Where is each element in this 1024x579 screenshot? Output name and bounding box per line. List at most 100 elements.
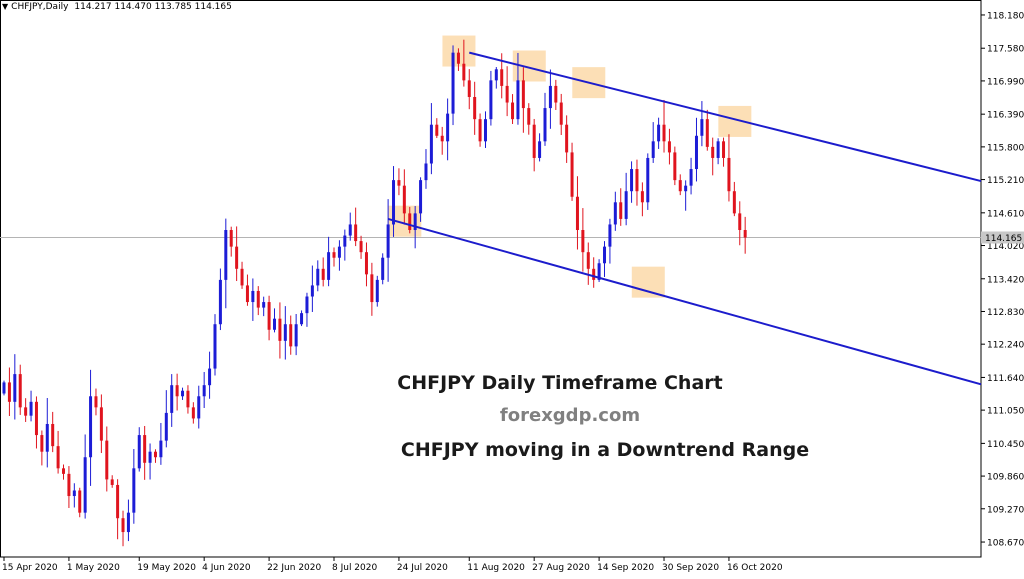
candle-body: [473, 96, 477, 120]
candle-body: [521, 80, 525, 109]
candle-body: [511, 102, 515, 120]
candle-body: [235, 246, 239, 269]
price-tick-label: 118.180: [987, 11, 1024, 21]
candle-body: [67, 473, 71, 497]
candle-body: [451, 52, 455, 114]
candle-body: [278, 318, 282, 341]
candle-body: [327, 252, 331, 280]
candle-body: [689, 169, 693, 186]
candle-body: [294, 324, 298, 347]
symbol-dropdown-icon[interactable]: ▼: [2, 2, 9, 11]
candle-body: [359, 241, 363, 253]
candle-body: [500, 69, 504, 86]
candle-body: [202, 385, 206, 397]
candle-body: [83, 457, 87, 513]
candle-body: [489, 80, 493, 120]
time-tick-label: 15 Apr 2020: [2, 563, 58, 573]
candle-body: [240, 268, 244, 286]
candle-body: [603, 246, 607, 264]
candle-body: [575, 196, 579, 231]
candle-body: [673, 152, 677, 181]
candle-body: [554, 85, 558, 103]
candle-body: [646, 157, 650, 203]
time-tick-label: 16 Oct 2020: [727, 563, 783, 573]
candle-body: [13, 374, 17, 402]
candle-body: [34, 401, 38, 436]
price-tick-label: 111.050: [987, 407, 1024, 417]
candle-body: [635, 169, 639, 192]
candle-body: [727, 157, 731, 192]
symbol-label: CHFJPY,Daily: [11, 2, 69, 12]
candle-body: [2, 382, 6, 394]
candle-body: [381, 257, 385, 280]
candle-body: [532, 124, 536, 158]
candle-body: [559, 102, 563, 125]
candle-body: [132, 468, 136, 513]
candle-body: [110, 479, 114, 485]
symbol-info-bar: ▼ CHFJPY,Daily 114.217 114.470 113.785 114…: [2, 2, 232, 12]
candle-body: [651, 141, 655, 158]
candle-body: [153, 451, 157, 458]
price-tick-label: 116.390: [987, 111, 1024, 121]
price-tick-label: 111.640: [987, 374, 1024, 384]
candle-body: [516, 80, 520, 120]
candle-body: [402, 185, 406, 214]
candle-body: [705, 119, 709, 147]
candle-body: [148, 451, 152, 463]
candle-body: [56, 446, 60, 469]
candle-body: [164, 412, 168, 441]
candle-body: [716, 141, 720, 158]
price-tick-label: 115.800: [987, 143, 1024, 153]
candle-body: [89, 396, 93, 458]
price-tick-label: 115.210: [987, 176, 1024, 186]
candle-body: [316, 268, 320, 286]
candle-body: [370, 274, 374, 303]
candle-body: [121, 518, 125, 533]
time-tick-label: 24 Jul 2020: [397, 563, 448, 573]
candle-body: [738, 213, 742, 231]
candle-body: [505, 85, 509, 103]
candle-body: [364, 252, 368, 275]
ohlc-values: 114.217 114.470 113.785 114.165: [74, 2, 232, 12]
candle-body: [332, 252, 336, 258]
candle-body: [51, 423, 55, 447]
candle-body: [570, 152, 574, 197]
candle-body: [694, 135, 698, 170]
candle-body: [732, 191, 736, 214]
candle-body: [700, 119, 704, 136]
candle-body: [116, 484, 120, 519]
candle-body: [494, 69, 498, 81]
candle-body: [608, 224, 612, 247]
candle-body: [538, 141, 542, 158]
candle-body: [619, 202, 623, 219]
candle-body: [62, 468, 66, 474]
price-tick-label: 114.020: [987, 242, 1024, 252]
candle-body: [624, 191, 628, 219]
time-tick-label: 4 Jun 2020: [202, 563, 251, 573]
candle-body: [375, 279, 379, 303]
candle-body: [462, 63, 466, 81]
candle-body: [126, 512, 130, 533]
current-price-tag: [981, 231, 1024, 244]
candle-body: [7, 382, 11, 402]
price-tick-label: 117.580: [987, 45, 1024, 55]
candle-body: [456, 52, 460, 64]
candle-body: [343, 235, 347, 247]
candle-body: [159, 440, 163, 458]
price-tick-label: 112.830: [987, 308, 1024, 318]
candle-body: [94, 396, 98, 408]
candle-body: [413, 213, 417, 231]
candle-body: [175, 385, 179, 397]
candle-body: [548, 85, 552, 109]
lower-trendline: [387, 217, 982, 386]
candle-body: [467, 80, 471, 97]
candle-body: [397, 180, 401, 186]
candle-body: [678, 180, 682, 192]
candle-body: [99, 407, 103, 441]
candle-body: [229, 230, 233, 247]
candle-body: [143, 435, 147, 463]
time-tick-label: 19 May 2020: [137, 563, 196, 573]
candle-body: [213, 324, 217, 369]
candle-body: [197, 396, 201, 419]
